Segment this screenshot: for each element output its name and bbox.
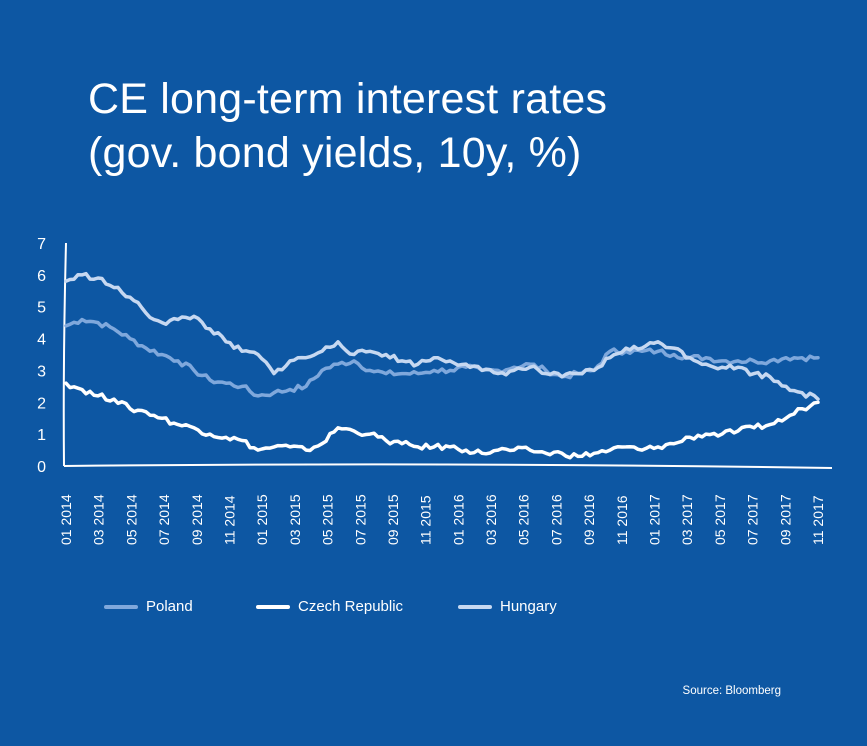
chart-title: CE long-term interest rates (gov. bond y…: [88, 72, 607, 180]
x-tick-label: 11 2014: [221, 495, 237, 545]
x-axis-tick-labels: 01 2014 03 2014 05 2014 07 2014 09 2014 11 20…: [58, 494, 826, 545]
series-line-hungary: [64, 271, 820, 401]
series-line-czech-republic: [64, 381, 820, 460]
y-tick-label: 3: [37, 363, 46, 380]
legend-item-poland: Poland: [104, 598, 193, 615]
x-tick-label: 07 2014: [156, 494, 172, 545]
legend: Poland Czech Republic Hungary: [0, 598, 867, 622]
x-tick-label: 03 2016: [483, 494, 499, 545]
x-tick-label: 11 2015: [418, 495, 434, 545]
legend-item-hungary: Hungary: [458, 598, 557, 615]
legend-swatch-hungary: [458, 604, 492, 609]
x-tick-label: 09 2015: [385, 494, 401, 545]
y-tick-label: 2: [37, 395, 46, 412]
legend-swatch-poland: [104, 604, 138, 609]
series-lines: [64, 271, 820, 460]
x-tick-label: 09 2017: [777, 494, 793, 545]
x-axis-line: [63, 463, 833, 469]
legend-label-hungary: Hungary: [500, 598, 557, 615]
x-tick-label: 05 2016: [516, 494, 532, 545]
x-tick-label: 05 2015: [320, 494, 336, 545]
x-tick-label: 11 2016: [614, 495, 630, 545]
x-tick-label: 01 2015: [254, 494, 270, 545]
y-tick-label: 0: [37, 459, 46, 476]
x-tick-label: 01 2017: [647, 494, 663, 545]
x-tick-label: 03 2017: [679, 494, 695, 545]
chart-title-line-1: CE long-term interest rates: [88, 75, 608, 123]
legend-swatch-czech-republic: [256, 604, 290, 609]
x-tick-label: 11 2017: [810, 495, 826, 545]
series-line-poland: [64, 317, 820, 398]
legend-item-czech-republic: Czech Republic: [256, 598, 403, 615]
x-tick-label: 01 2014: [58, 494, 74, 545]
x-tick-label: 03 2014: [91, 494, 107, 545]
x-tick-label: 07 2016: [548, 494, 564, 545]
y-tick-label: 7: [37, 236, 46, 253]
x-tick-label: 07 2017: [745, 494, 761, 545]
x-tick-label: 05 2017: [712, 494, 728, 545]
y-tick-label: 6: [37, 268, 46, 285]
y-axis-line: [62, 242, 67, 467]
legend-label-czech-republic: Czech Republic: [298, 598, 404, 615]
x-tick-label: 09 2016: [581, 494, 597, 545]
legend-label-poland: Poland: [146, 598, 193, 615]
source-note: Source: Bloomberg: [682, 685, 781, 697]
y-tick-label: 4: [37, 332, 46, 349]
x-tick-label: 09 2014: [189, 494, 205, 545]
chart-title-line-2: (gov. bond yields, 10y, %): [88, 129, 582, 177]
y-axis-tick-labels: 0 1 2 3 4 5 6 7: [37, 236, 46, 476]
x-tick-label: 01 2016: [450, 494, 466, 545]
x-tick-label: 07 2015: [352, 494, 368, 545]
y-tick-label: 5: [37, 300, 46, 317]
x-tick-label: 03 2015: [287, 494, 303, 545]
x-tick-label: 05 2014: [123, 494, 139, 545]
y-tick-label: 1: [37, 427, 46, 444]
